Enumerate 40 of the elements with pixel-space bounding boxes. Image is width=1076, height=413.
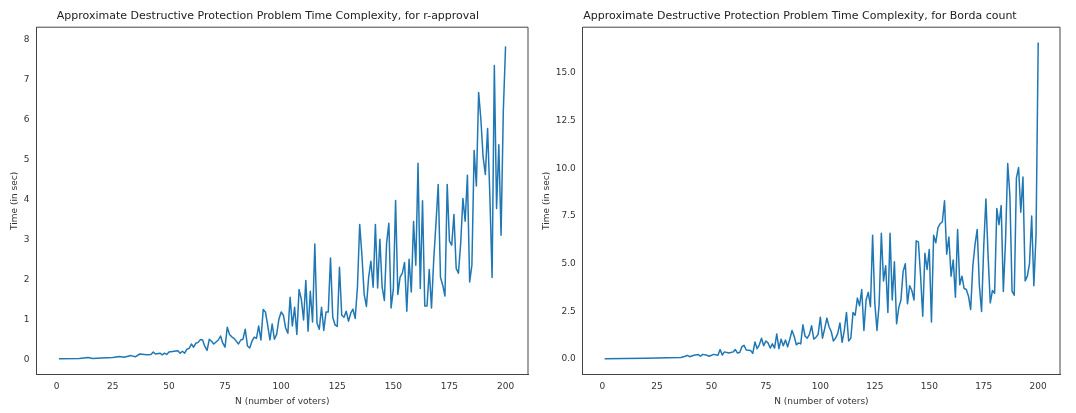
y-tick-label: 15.0 bbox=[555, 67, 577, 78]
y-tick-label: 3 bbox=[23, 233, 30, 244]
y-axis-title: Time (in sec) bbox=[540, 171, 551, 231]
x-axis-title: N (number of voters) bbox=[235, 395, 330, 406]
x-tick-label: 50 bbox=[163, 381, 175, 392]
x-tick-label: 25 bbox=[107, 381, 119, 392]
x-axis-title: N (number of voters) bbox=[774, 395, 869, 406]
chart-title: Approximate Destructive Protection Problem Time Complexity, for Borda count bbox=[583, 9, 1018, 23]
x-tick-label: 0 bbox=[53, 381, 60, 392]
x-tick-label: 125 bbox=[866, 381, 884, 392]
y-tick-label: 4 bbox=[23, 193, 30, 204]
y-tick-label: 7 bbox=[23, 73, 30, 84]
y-tick-label: 1 bbox=[23, 313, 30, 324]
y-tick-label: 0.0 bbox=[561, 353, 577, 364]
y-tick-label: 8 bbox=[23, 33, 30, 44]
y-tick-label: 12.5 bbox=[555, 115, 576, 126]
x-tick-label: 175 bbox=[440, 381, 459, 392]
y-tick-label: 2 bbox=[23, 273, 30, 284]
x-tick-label: 25 bbox=[651, 381, 663, 392]
chart-title: Approximate Destructive Protection Problem Time Complexity, for r-approval bbox=[56, 9, 480, 23]
x-tick-label: 175 bbox=[975, 381, 993, 392]
y-tick-label: 0 bbox=[23, 353, 30, 364]
x-tick-label: 100 bbox=[272, 381, 290, 392]
y-tick-label: 7.5 bbox=[561, 210, 576, 221]
x-tick-label: 150 bbox=[384, 381, 403, 392]
y-tick-label: 5.0 bbox=[561, 258, 577, 269]
x-tick-label: 0 bbox=[599, 381, 606, 392]
x-tick-label: 100 bbox=[811, 381, 830, 392]
y-tick-label: 5 bbox=[23, 153, 30, 164]
y-tick-label: 2.5 bbox=[561, 305, 576, 316]
x-tick-label: 75 bbox=[760, 381, 772, 392]
x-tick-label: 200 bbox=[1029, 381, 1048, 392]
x-tick-label: 125 bbox=[328, 381, 346, 392]
x-tick-label: 50 bbox=[705, 381, 718, 392]
x-tick-label: 150 bbox=[920, 381, 939, 392]
y-tick-label: 10.0 bbox=[555, 162, 577, 173]
x-tick-label: 200 bbox=[496, 381, 515, 392]
y-axis-title: Time (in sec) bbox=[8, 171, 19, 231]
y-tick-label: 6 bbox=[23, 113, 30, 124]
x-tick-label: 75 bbox=[219, 381, 231, 392]
